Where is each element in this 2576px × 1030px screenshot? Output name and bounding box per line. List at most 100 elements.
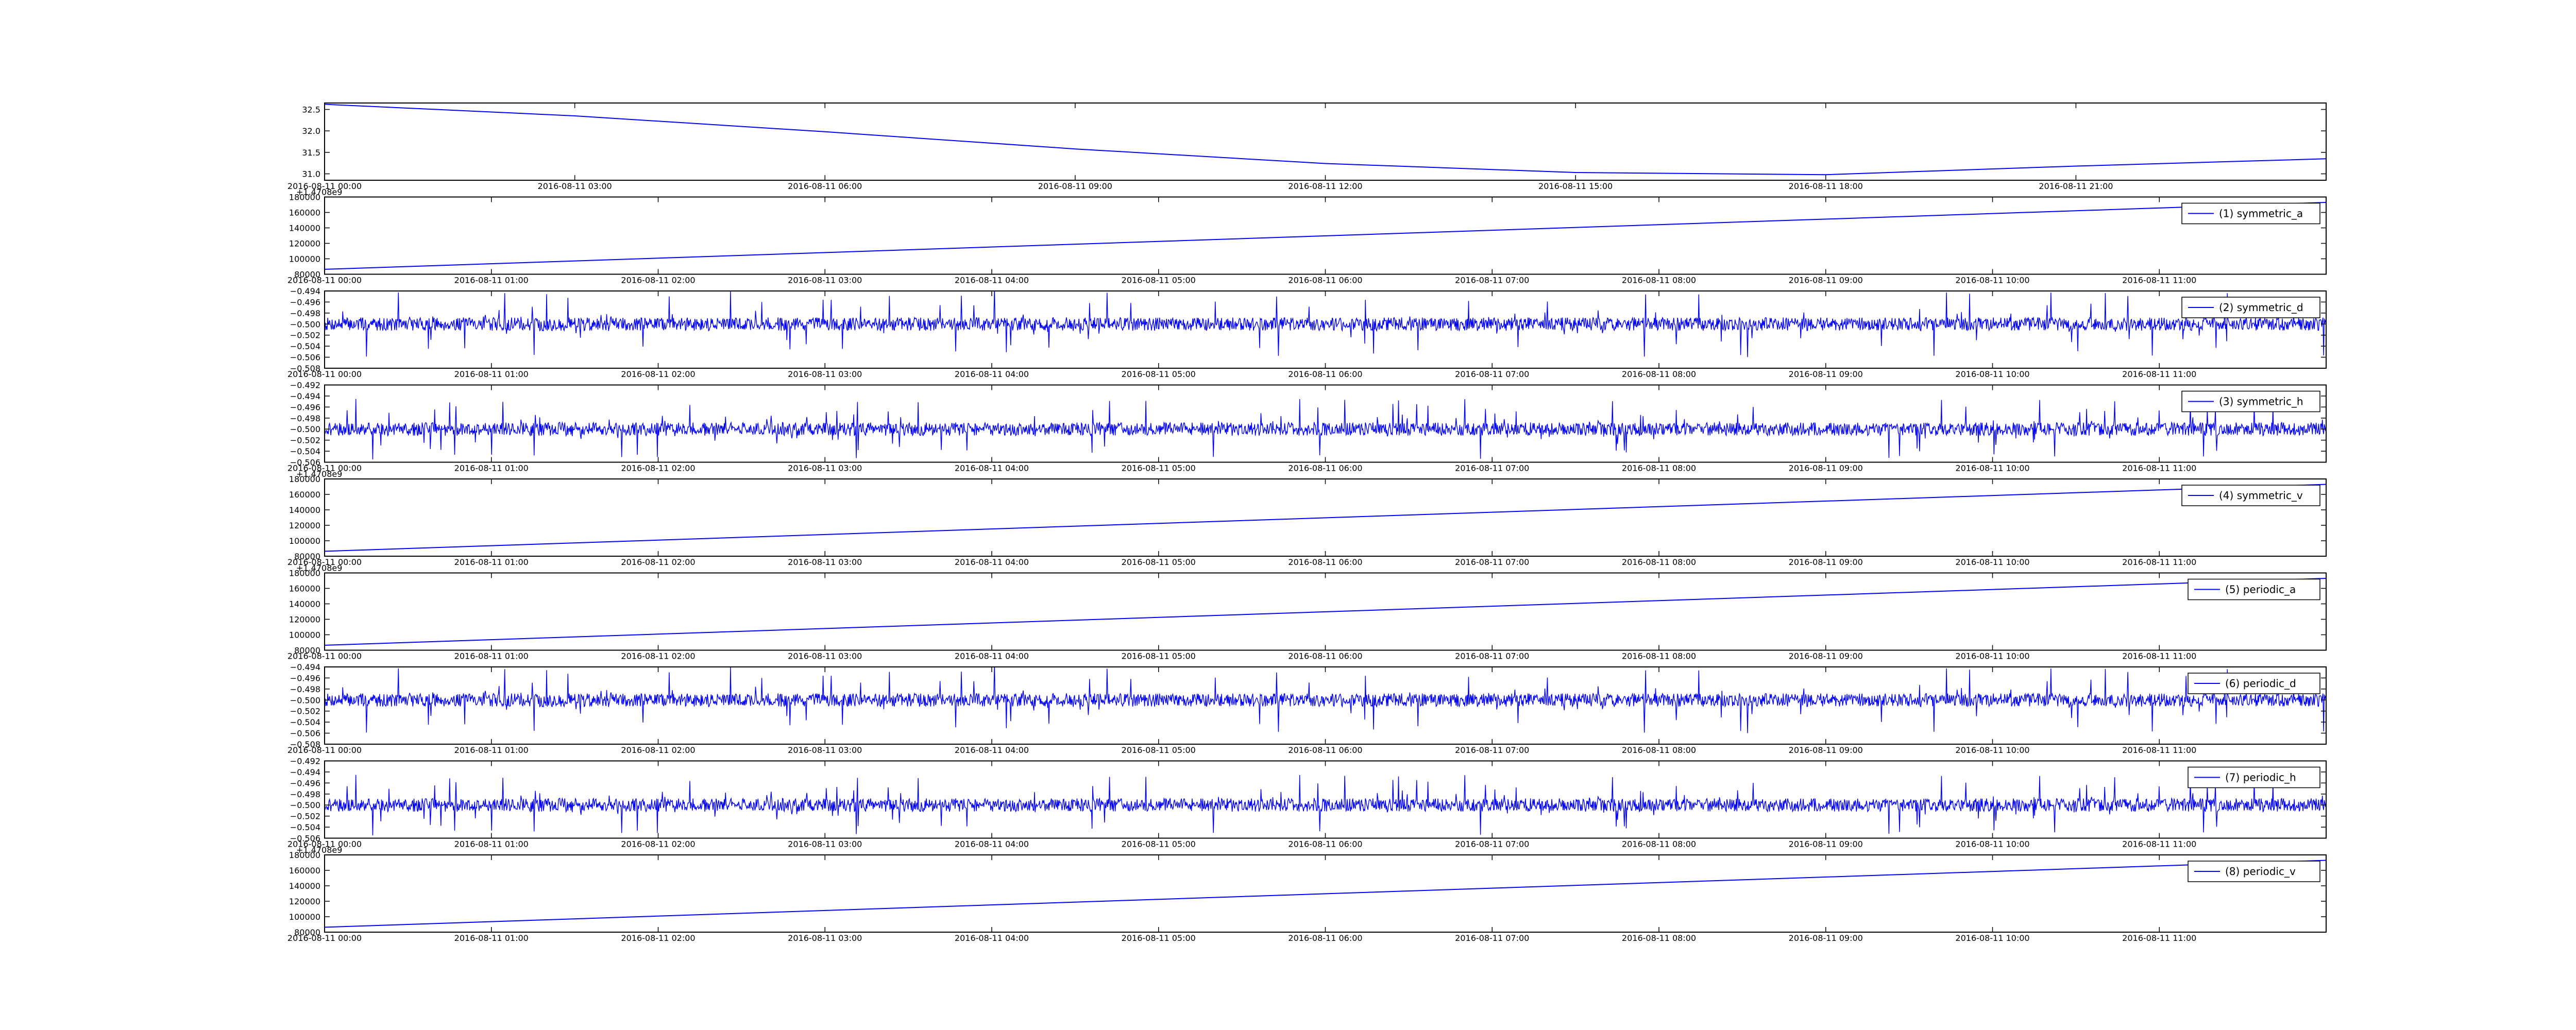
x-tick-label: 2016-08-11 07:00 [1455,651,1529,661]
x-tick-label: 2016-08-11 01:00 [454,839,529,849]
x-tick-label: 2016-08-11 08:00 [1622,745,1696,755]
y-tick-label: −0.504 [290,447,320,456]
y-tick-label: 120000 [289,615,320,625]
x-tick-label: 2016-08-11 04:00 [955,369,1029,379]
x-tick-label: 2016-08-11 03:00 [788,933,862,943]
y-tick-label: 31.5 [302,148,320,158]
series-line-7 [325,775,2326,836]
series-line-1 [325,202,2326,270]
subplot-5: 80000 100000 120000 140000 160000 180000 2016-… [287,563,2327,661]
x-tick-label: 2016-08-11 04:00 [955,839,1029,849]
y-tick-label: 120000 [289,521,320,530]
x-tick-label: 2016-08-11 00:00 [287,839,362,849]
x-tick-label: 2016-08-11 02:00 [621,369,695,379]
x-tick-label: 2016-08-11 21:00 [2039,181,2113,191]
legend-label: (4) symmetric_v [2219,489,2303,502]
x-tick-label: 2016-08-11 05:00 [1122,651,1196,661]
y-tick-label: −0.502 [290,812,320,821]
y-tick-label: 100000 [289,254,320,264]
y-tick-label: −0.500 [290,319,320,329]
y-tick-label: −0.498 [290,308,320,318]
x-tick-label: 2016-08-11 08:00 [1622,464,1696,473]
x-tick-label: 2016-08-11 03:00 [788,369,862,379]
x-tick-label: 2016-08-11 06:00 [1288,839,1362,849]
subplot-6: −0.494−0.496−0.498−0.500 −0.502−0.504 −0.5… [287,662,2327,755]
x-tick-label: 2016-08-11 03:00 [788,745,862,755]
x-tick-label: 2016-08-11 09:00 [1789,557,1863,567]
x-tick-label: 2016-08-11 11:00 [2122,745,2196,755]
y-tick-label: −0.494 [290,286,320,296]
y-tick-label: −0.506 [290,729,320,739]
legend: (4) symmetric_v [2181,485,2320,506]
x-tick-label: 2016-08-11 00:00 [287,933,362,943]
legend-label: (1) symmetric_a [2219,208,2303,220]
y-tick-label: 140000 [289,599,320,609]
y-tick-label: 180000 [289,569,320,578]
subplot-2: −0.494−0.496−0.498−0.500 −0.502−0.504 −0.5… [287,286,2327,379]
series-line-4 [325,484,2326,552]
x-tick-label: 2016-08-11 06:00 [1288,557,1362,567]
y-tick-label: −0.496 [290,297,320,307]
x-tick-label: 2016-08-11 00:00 [287,181,362,191]
x-tick-label: 2016-08-11 02:00 [621,745,695,755]
y-tick-label: 100000 [289,630,320,640]
x-tick-label: 2016-08-11 10:00 [1955,651,2029,661]
series-line-3 [325,399,2326,460]
y-tick-label: −0.500 [290,695,320,705]
legend-label: (3) symmetric_h [2219,396,2303,408]
x-tick-label: 2016-08-11 03:00 [788,276,862,285]
axis-offset-text: +1.4708e9 [296,845,342,855]
axes-frame [324,666,2327,745]
x-tick-label: 2016-08-11 09:00 [1789,276,1863,285]
x-tick-label: 2016-08-11 04:00 [955,933,1029,943]
legend-label: (7) periodic_h [2225,771,2296,784]
x-tick-label: 2016-08-11 02:00 [621,464,695,473]
x-tick-label: 2016-08-11 07:00 [1455,745,1529,755]
legend: (3) symmetric_h [2181,390,2320,413]
x-tick-label: 2016-08-11 11:00 [2122,464,2196,473]
y-tick-label: −0.502 [290,707,320,716]
series-line-8 [325,860,2326,928]
y-tick-label: 160000 [289,208,320,218]
y-tick-label: −0.504 [290,822,320,832]
y-tick-label: 80000 [294,270,320,280]
x-tick-label: 2016-08-11 01:00 [454,557,529,567]
legend-label: (6) periodic_d [2225,677,2296,690]
x-tick-label: 2016-08-11 02:00 [621,651,695,661]
x-tick-label: 2016-08-11 01:00 [454,651,529,661]
y-tick-label: −0.506 [290,834,320,844]
x-tick-label: 2016-08-11 06:00 [1288,369,1362,379]
x-tick-label: 2016-08-11 01:00 [454,276,529,285]
y-tick-label: 32.0 [302,126,320,136]
y-tick-label: −0.498 [290,789,320,799]
y-tick-label: 140000 [289,505,320,515]
axis-offset-text: +1.4708e9 [296,469,342,479]
series-line-0 [325,104,2326,176]
x-tick-label: 2016-08-11 01:00 [454,745,529,755]
x-tick-label: 2016-08-11 02:00 [621,276,695,285]
x-tick-label: 2016-08-11 07:00 [1455,933,1529,943]
x-tick-label: 2016-08-11 07:00 [1455,557,1529,567]
x-tick-label: 2016-08-11 00:00 [287,276,362,285]
x-tick-label: 2016-08-11 02:00 [621,933,695,943]
axis-offset-text: +1.4708e9 [296,563,342,573]
x-tick-label: 2016-08-11 09:00 [1789,464,1863,473]
x-tick-label: 2016-08-11 05:00 [1122,839,1196,849]
x-tick-label: 2016-08-11 00:00 [287,745,362,755]
y-tick-label: −0.496 [290,778,320,788]
subplot-7: −0.492−0.494−0.496−0.498−0.500−0.502−0.5… [287,757,2327,849]
x-tick-label: 2016-08-11 08:00 [1622,369,1696,379]
x-tick-label: 2016-08-11 07:00 [1455,839,1529,849]
x-tick-label: 2016-08-11 04:00 [955,276,1029,285]
y-tick-label: −0.508 [290,364,320,373]
x-tick-label: 2016-08-11 04:00 [955,745,1029,755]
y-tick-label: 100000 [289,536,320,546]
legend-label: (5) periodic_a [2225,583,2296,596]
x-tick-label: 2016-08-11 05:00 [1122,369,1196,379]
x-tick-label: 2016-08-11 04:00 [955,557,1029,567]
x-tick-label: 2016-08-11 06:00 [788,181,862,191]
x-tick-label: 2016-08-11 04:00 [955,464,1029,473]
subplot-0: 31.0 31.5 32.0 32.5 2016-08-11 00:00 2016-08-… [287,102,2327,191]
x-tick-label: 2016-08-11 07:00 [1455,369,1529,379]
